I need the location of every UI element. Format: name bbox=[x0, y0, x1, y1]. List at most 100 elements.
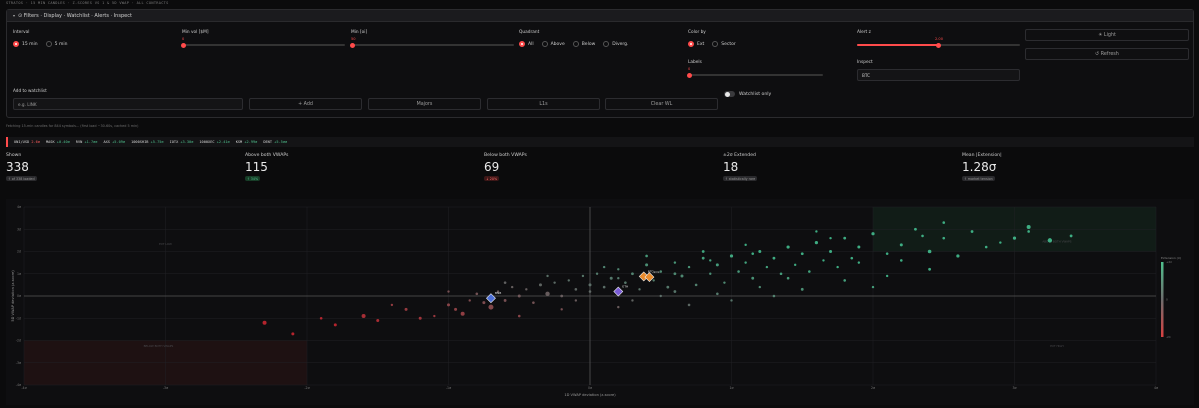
data-point bbox=[709, 259, 712, 262]
clear-watchlist-button[interactable]: Clear WL bbox=[605, 98, 718, 110]
data-point bbox=[687, 265, 691, 269]
slider-handle[interactable] bbox=[181, 42, 186, 48]
quadrant-option-below[interactable]: Below bbox=[572, 41, 596, 47]
slider-handle[interactable] bbox=[936, 42, 941, 48]
data-point bbox=[517, 294, 521, 298]
data-point bbox=[772, 294, 776, 298]
data-point bbox=[970, 230, 974, 233]
data-point bbox=[829, 250, 833, 253]
kpi-card: Below both VWAPs 69 ↓ 20% bbox=[484, 153, 527, 182]
kpi-card: Shown 338 ↑ of 338 loaded bbox=[6, 153, 37, 182]
ticker-item[interactable]: IOTX +3.30σ bbox=[170, 140, 194, 144]
data-point bbox=[460, 311, 465, 316]
data-point bbox=[546, 274, 549, 278]
labels-slider[interactable]: 0 bbox=[687, 67, 823, 78]
data-point bbox=[645, 263, 649, 267]
x-tick-label: 2σ bbox=[871, 386, 875, 390]
data-point bbox=[404, 307, 408, 311]
add-watchlist-button[interactable]: + Add bbox=[249, 98, 362, 110]
quadrant-option-label: Below bbox=[581, 41, 596, 47]
quadrant-option-above[interactable]: Above bbox=[541, 41, 565, 47]
ticker-symbol: 1000SHIB bbox=[131, 140, 149, 144]
data-point bbox=[942, 236, 946, 240]
ticker-item[interactable]: DENT +5.5σσ bbox=[263, 140, 287, 144]
color-by-option-ext[interactable]: Ext bbox=[688, 41, 704, 47]
data-point bbox=[631, 272, 634, 276]
data-point bbox=[885, 252, 889, 256]
ticker-item[interactable]: RVN +1.7σσ bbox=[76, 140, 98, 144]
l1s-button[interactable]: L1s bbox=[487, 98, 600, 110]
ticker-item[interactable]: UNI/USD 2.6σ bbox=[14, 140, 40, 144]
y-tick-label: -2σ bbox=[16, 339, 21, 343]
slider-handle[interactable] bbox=[350, 42, 355, 48]
data-point bbox=[560, 308, 563, 311]
kpi-label: ±2σ Extended bbox=[723, 153, 756, 158]
data-point bbox=[1012, 236, 1017, 240]
min-oi-slider[interactable]: 50 bbox=[350, 37, 514, 48]
alert-z-slider[interactable]: 2.00 bbox=[857, 37, 1020, 48]
toggle-switch[interactable] bbox=[724, 91, 735, 97]
data-point bbox=[1027, 230, 1030, 233]
color-by-label: Color by bbox=[688, 30, 706, 35]
min-vol-slider[interactable]: 0 bbox=[181, 37, 345, 48]
watchlist-only-toggle[interactable]: Watchlist only bbox=[724, 91, 771, 97]
x-tick-label: -4σ bbox=[21, 386, 26, 390]
light-theme-button[interactable]: ☀ Light bbox=[1025, 29, 1189, 41]
filters-panel-header[interactable]: ▾ ⊙ Filters · Display · Watchlist · Aler… bbox=[7, 10, 1193, 22]
data-point bbox=[701, 256, 705, 260]
majors-button[interactable]: Majors bbox=[368, 98, 481, 110]
quadrant-option-label: Diverg. bbox=[612, 41, 629, 47]
ticker-change: 2.6σ bbox=[29, 140, 40, 144]
y-tick-label: 2σ bbox=[17, 250, 21, 254]
color-by-option-sector[interactable]: Sector bbox=[712, 41, 736, 47]
interval-option-5min[interactable]: 5 min bbox=[45, 41, 67, 47]
quadrant-option-label: Above bbox=[550, 41, 565, 47]
min-oi-value: 50 bbox=[351, 37, 356, 41]
radio-icon bbox=[603, 41, 610, 47]
min-vol-value: 0 bbox=[182, 37, 185, 41]
data-point bbox=[800, 287, 804, 291]
ticker-item[interactable]: 1000XEC +2.41σ bbox=[199, 140, 229, 144]
ticker-bar: UNI/USD 2.6σ MASK +0.40σ RVN +1.7σσ AXS +5.… bbox=[6, 137, 1194, 147]
data-point bbox=[999, 241, 1002, 244]
alert-z-value: 2.00 bbox=[935, 37, 944, 41]
quadrant-label: Quadrant bbox=[519, 30, 540, 35]
ticker-item[interactable]: MASK +0.40σ bbox=[46, 140, 70, 144]
data-point bbox=[581, 274, 585, 278]
data-point bbox=[666, 285, 670, 289]
inspect-input[interactable]: BTC bbox=[857, 69, 1020, 81]
data-point bbox=[900, 259, 903, 262]
watchlist-input[interactable]: e.g. LINK bbox=[13, 98, 243, 110]
interval-option-15min[interactable]: 15 min bbox=[13, 41, 38, 47]
refresh-button[interactable]: ↺ Refresh bbox=[1025, 48, 1189, 60]
data-point bbox=[333, 323, 337, 327]
data-point bbox=[595, 272, 599, 275]
data-point bbox=[624, 281, 627, 284]
data-point bbox=[800, 252, 804, 256]
data-point bbox=[857, 245, 861, 249]
x-tick-label: 0σ bbox=[588, 386, 592, 390]
ticker-symbol: RVN bbox=[75, 140, 83, 144]
data-point bbox=[729, 254, 734, 258]
quadrant-option-diverg[interactable]: Diverg. bbox=[603, 41, 628, 47]
data-point bbox=[659, 294, 662, 298]
data-point bbox=[687, 303, 691, 307]
slider-handle[interactable] bbox=[687, 72, 692, 78]
y-tick-label: 3σ bbox=[17, 227, 21, 231]
ticker-item[interactable]: KSM +2.99σ bbox=[236, 140, 258, 144]
chevron-down-icon[interactable]: ▾ bbox=[13, 13, 16, 18]
min-vol-label: Min vol [$M] bbox=[182, 30, 209, 35]
data-point bbox=[737, 270, 740, 273]
data-point bbox=[928, 267, 931, 271]
ticker-change: +5.75σ bbox=[148, 140, 164, 144]
highlight-marker bbox=[644, 272, 655, 283]
data-point bbox=[822, 259, 825, 262]
kpi-card: ±2σ Extended 18 ↑ statistically rare bbox=[723, 153, 758, 182]
ticker-symbol: UNI/USD bbox=[14, 140, 30, 144]
ticker-item[interactable]: AXS +5.09σ bbox=[103, 140, 125, 144]
data-point bbox=[475, 292, 479, 296]
data-point bbox=[899, 243, 903, 247]
quadrant-option-all[interactable]: All bbox=[519, 41, 534, 47]
ticker-item[interactable]: 1000SHIB +5.75σ bbox=[131, 140, 163, 144]
data-point bbox=[694, 283, 698, 287]
